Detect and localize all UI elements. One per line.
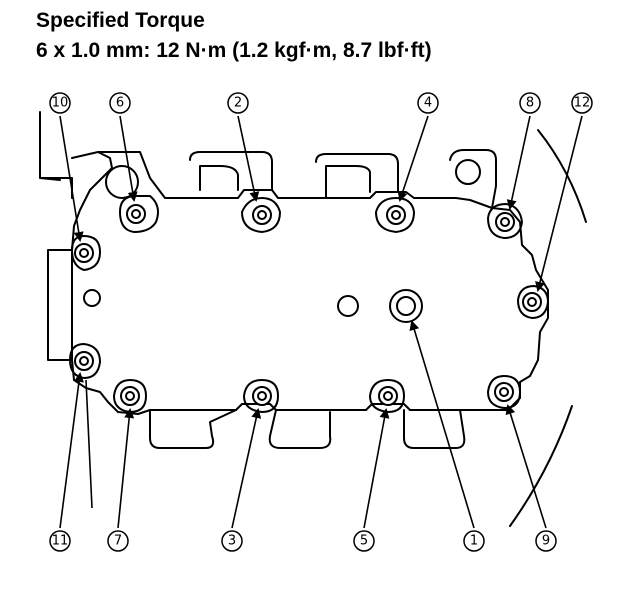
callout-4: 4 — [417, 92, 439, 114]
bolt-5 — [378, 386, 398, 406]
leader-7 — [117, 408, 135, 529]
right-lower-arc — [509, 405, 573, 527]
dowel-hole-center — [337, 295, 359, 317]
bolt-2 — [252, 205, 272, 225]
upper-right-boss — [455, 159, 481, 185]
left-frame-outline — [39, 111, 73, 199]
bolt-3 — [252, 386, 272, 406]
leader-12 — [535, 115, 583, 292]
leader-11-extension — [85, 379, 93, 509]
callout-1: 1 — [463, 530, 485, 552]
dowel-hole-left — [83, 289, 101, 307]
callout-7: 7 — [107, 530, 129, 552]
callout-8: 8 — [519, 92, 541, 114]
leader-9 — [505, 404, 547, 529]
leader-6 — [119, 115, 138, 202]
boss-5 — [369, 379, 405, 413]
leader-5 — [363, 408, 390, 529]
bolt-1 — [389, 289, 423, 323]
callout-3: 3 — [221, 530, 243, 552]
right-edge-arc — [537, 129, 587, 223]
leader-3 — [231, 408, 262, 529]
leader-2 — [237, 115, 260, 202]
callout-2: 2 — [227, 92, 249, 114]
callout-11: 11 — [49, 530, 71, 552]
upper-left-boss — [105, 165, 139, 199]
callout-10: 10 — [49, 92, 71, 114]
bolt-6 — [126, 204, 146, 224]
upper-port-center — [315, 153, 399, 199]
upper-port-right — [449, 149, 497, 209]
bolt-12 — [522, 292, 542, 312]
torque-spec: 6 x 1.0 mm: 12 N·m (1.2 kgf·m, 8.7 lbf·f… — [36, 39, 432, 62]
bolt-4 — [386, 205, 406, 225]
bolt-7 — [120, 386, 140, 406]
callout-10-label: 10 — [52, 96, 69, 111]
bolt-10 — [74, 243, 94, 263]
leader-1 — [409, 320, 475, 529]
callout-1-label: 1 — [470, 534, 478, 549]
callout-6: 6 — [109, 92, 131, 114]
upper-port-left — [189, 151, 273, 191]
bolt-8 — [495, 212, 515, 232]
bolt-9 — [494, 382, 514, 402]
boss-7 — [113, 379, 147, 413]
diagram-title: Specified Torque — [36, 9, 205, 32]
boss-12 — [517, 285, 549, 319]
callout-2-label: 2 — [234, 96, 242, 111]
callout-4-label: 4 — [424, 96, 432, 111]
callout-11-label: 11 — [52, 534, 69, 549]
boss-8 — [487, 203, 523, 239]
lower-port-right — [403, 409, 466, 449]
callout-9: 9 — [535, 530, 557, 552]
callout-5: 5 — [353, 530, 375, 552]
upper-flange-outline — [71, 151, 549, 415]
callout-5-label: 5 — [360, 534, 368, 549]
callout-8-label: 8 — [526, 96, 534, 111]
boss-9 — [487, 375, 521, 409]
boss-4 — [375, 197, 415, 233]
lower-port-center — [268, 409, 332, 449]
callout-9-label: 9 — [542, 534, 550, 549]
leader-4 — [397, 115, 429, 202]
callout-7-label: 7 — [114, 534, 122, 549]
callout-6-label: 6 — [116, 96, 124, 111]
leader-11 — [59, 372, 84, 529]
callout-12-label: 12 — [574, 96, 591, 111]
lower-port-left — [149, 409, 237, 449]
leader-10 — [59, 115, 84, 242]
bolt-11 — [74, 351, 94, 371]
callout-12: 12 — [571, 92, 593, 114]
left-side-bracket — [47, 249, 73, 361]
callout-3-label: 3 — [228, 534, 236, 549]
leader-8 — [506, 115, 531, 210]
